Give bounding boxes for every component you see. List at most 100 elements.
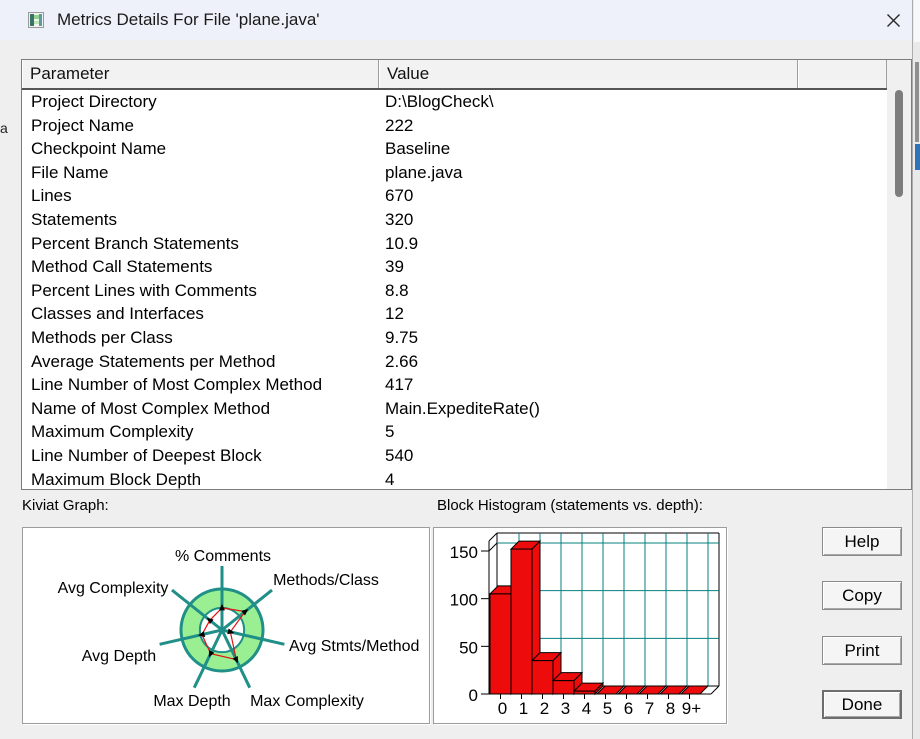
dialog-title: Metrics Details For File 'plane.java' [57,10,320,29]
table-row[interactable]: Percent Branch Statements 10.9 [22,232,887,256]
close-icon [886,13,900,27]
table-row[interactable]: Name of Most Complex Method Main.Expedit… [22,397,887,421]
svg-text:% Comments: % Comments [175,548,271,565]
parameter-cell: File Name [31,162,109,182]
metrics-table: Parameter Value Project Directory D:\Blo… [21,59,912,490]
table-row[interactable]: Line Number of Most Complex Method 417 [22,373,887,397]
title-bar: Metrics Details For File 'plane.java' [0,0,912,40]
vertical-scrollbar[interactable] [887,60,911,489]
table-row[interactable]: Method Call Statements 39 [22,255,887,279]
svg-text:9+: 9+ [682,699,701,718]
value-cell: 222 [385,115,414,135]
parameter-cell: Methods per Class [31,327,173,347]
value-cell: 670 [385,186,414,206]
parameter-cell: Maximum Complexity [31,422,194,442]
background-window-strip [914,0,920,739]
kiviat-graph-label: Kiviat Graph: [22,497,109,514]
table-header: Parameter Value [22,60,887,90]
parameter-cell: Line Number of Most Complex Method [31,375,323,395]
value-cell: 8.8 [385,280,409,300]
table-row[interactable]: Checkpoint Name Baseline [22,137,887,161]
value-cell: 2.66 [385,351,419,371]
svg-text:7: 7 [645,699,654,718]
svg-text:0: 0 [498,699,507,718]
svg-text:4: 4 [582,699,591,718]
parameter-cell: Average Statements per Method [31,351,276,371]
table-body: Project Directory D:\BlogCheck\ Project … [22,90,887,490]
svg-text:Max Complexity: Max Complexity [250,693,364,710]
table-row[interactable]: Statements 320 [22,208,887,232]
table-row[interactable]: Maximum Block Depth 4 [22,468,887,490]
svg-text:2: 2 [540,699,549,718]
help-button[interactable]: Help [822,527,902,556]
value-cell: D:\BlogCheck\ [385,92,494,111]
svg-text:100: 100 [450,591,478,610]
svg-text:150: 150 [450,543,478,562]
svg-text:50: 50 [459,638,478,657]
svg-text:Avg Complexity: Avg Complexity [58,580,169,597]
svg-text:Avg Depth: Avg Depth [82,648,156,665]
table-row[interactable]: Methods per Class 9.75 [22,326,887,350]
value-cell: 540 [385,445,414,465]
table-row[interactable]: Percent Lines with Comments 8.8 [22,279,887,303]
table-row[interactable]: Lines 670 [22,184,887,208]
parameter-cell: Statements [31,209,117,229]
value-cell: 39 [385,257,404,277]
table-row[interactable]: Line Number of Deepest Block 540 [22,444,887,468]
background-window-fragment [915,144,920,170]
parameter-cell: Percent Lines with Comments [31,280,257,300]
table-row[interactable]: Maximum Complexity 5 [22,420,887,444]
svg-text:3: 3 [561,699,570,718]
parameter-cell: Project Name [31,115,134,135]
scrollbar-thumb[interactable] [895,90,903,197]
value-cell: 9.75 [385,327,419,347]
column-header-parameter[interactable]: Parameter [22,60,379,88]
svg-text:6: 6 [624,699,633,718]
parameter-cell: Project Directory [31,92,157,111]
parameter-cell: Line Number of Deepest Block [31,445,262,465]
parameter-cell: Maximum Block Depth [31,469,202,489]
column-header-extra[interactable] [798,60,887,88]
close-button[interactable] [878,5,908,35]
table-row[interactable]: Average Statements per Method 2.66 [22,350,887,374]
done-button[interactable]: Done [822,690,902,719]
copy-button[interactable]: Copy [822,581,902,610]
value-cell: 417 [385,375,414,395]
svg-text:5: 5 [603,699,612,718]
value-cell: Baseline [385,139,451,159]
kiviat-graph-panel: % Comments Methods/Class Avg Stmts/Method M… [22,527,430,724]
svg-text:8: 8 [666,699,675,718]
table-row[interactable]: Project Directory D:\BlogCheck\ [22,90,887,114]
block-histogram-label: Block Histogram (statements vs. depth): [437,497,703,514]
svg-text:0: 0 [469,686,478,705]
background-artifact-text: a [0,120,8,136]
parameter-cell: Percent Branch Statements [31,233,239,253]
app-icon [28,12,44,28]
parameter-cell: Lines [31,186,72,206]
table-row[interactable]: Project Name 222 [22,114,887,138]
background-window-fragment [914,0,920,42]
svg-text:Avg Stmts/Method: Avg Stmts/Method [289,638,419,655]
table-row[interactable]: Classes and Interfaces 12 [22,302,887,326]
column-header-value[interactable]: Value [379,60,798,88]
background-window-fragment [915,62,919,142]
table-row[interactable]: File Name plane.java [22,161,887,185]
svg-text:1: 1 [519,699,528,718]
parameter-cell: Name of Most Complex Method [31,398,271,418]
value-cell: Main.ExpediteRate() [385,398,540,418]
value-cell: 12 [385,304,404,324]
value-cell: 320 [385,209,414,229]
parameter-cell: Method Call Statements [31,257,213,277]
parameter-cell: Checkpoint Name [31,139,167,159]
value-cell: 5 [385,422,395,442]
value-cell: plane.java [385,162,463,182]
value-cell: 4 [385,469,395,489]
block-histogram-panel: 0 50 100 150 0 1 2 3 4 5 6 7 8 9+ [433,527,727,724]
parameter-cell: Classes and Interfaces [31,304,204,324]
svg-text:Max Depth: Max Depth [153,693,230,710]
print-button[interactable]: Print [822,636,902,665]
value-cell: 10.9 [385,233,419,253]
svg-text:Methods/Class: Methods/Class [273,572,379,589]
